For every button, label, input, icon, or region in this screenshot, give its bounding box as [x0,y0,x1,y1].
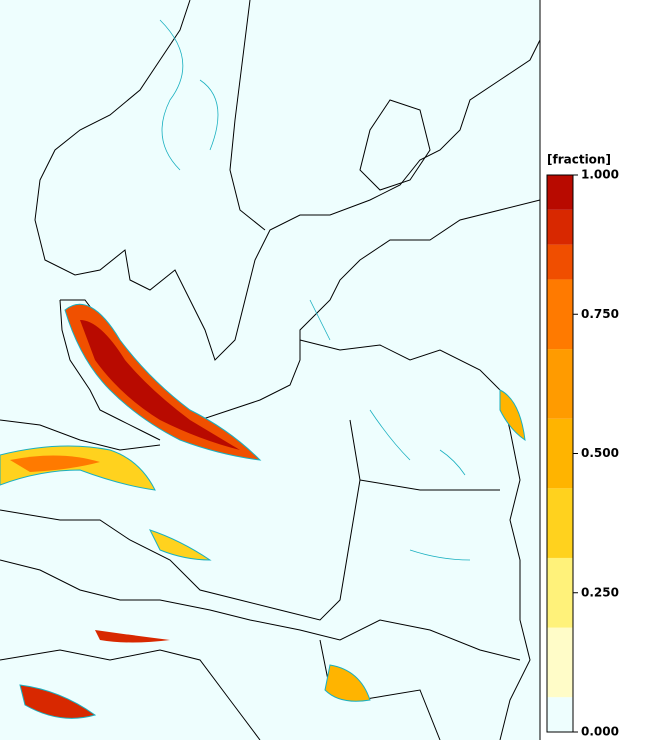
colorbar-tick-label: 1.000 [581,168,619,182]
colorbar-band [547,697,573,732]
colorbar-tick-label: 0.250 [581,585,619,599]
colorbar: 1.000 0.750 0.500 0.250 0.000 [546,168,619,739]
map-background [0,0,540,740]
colorbar-band [547,209,573,245]
colorbar-band [547,627,573,698]
colorbar-band [547,557,573,628]
colorbar-band [547,418,573,489]
colorbar-label: [fraction] [547,153,611,167]
colorbar-band [547,175,573,210]
colorbar-band [547,244,573,280]
colorbar-tick-label: 0.750 [581,307,619,321]
colorbar-band [547,279,573,350]
colorbar-tick-label: 0.500 [581,446,619,460]
field-shading [0,19,526,719]
colorbar-band [547,349,573,419]
colorbar-band [547,488,573,558]
colorbar-tick-label: 0.000 [581,725,619,739]
